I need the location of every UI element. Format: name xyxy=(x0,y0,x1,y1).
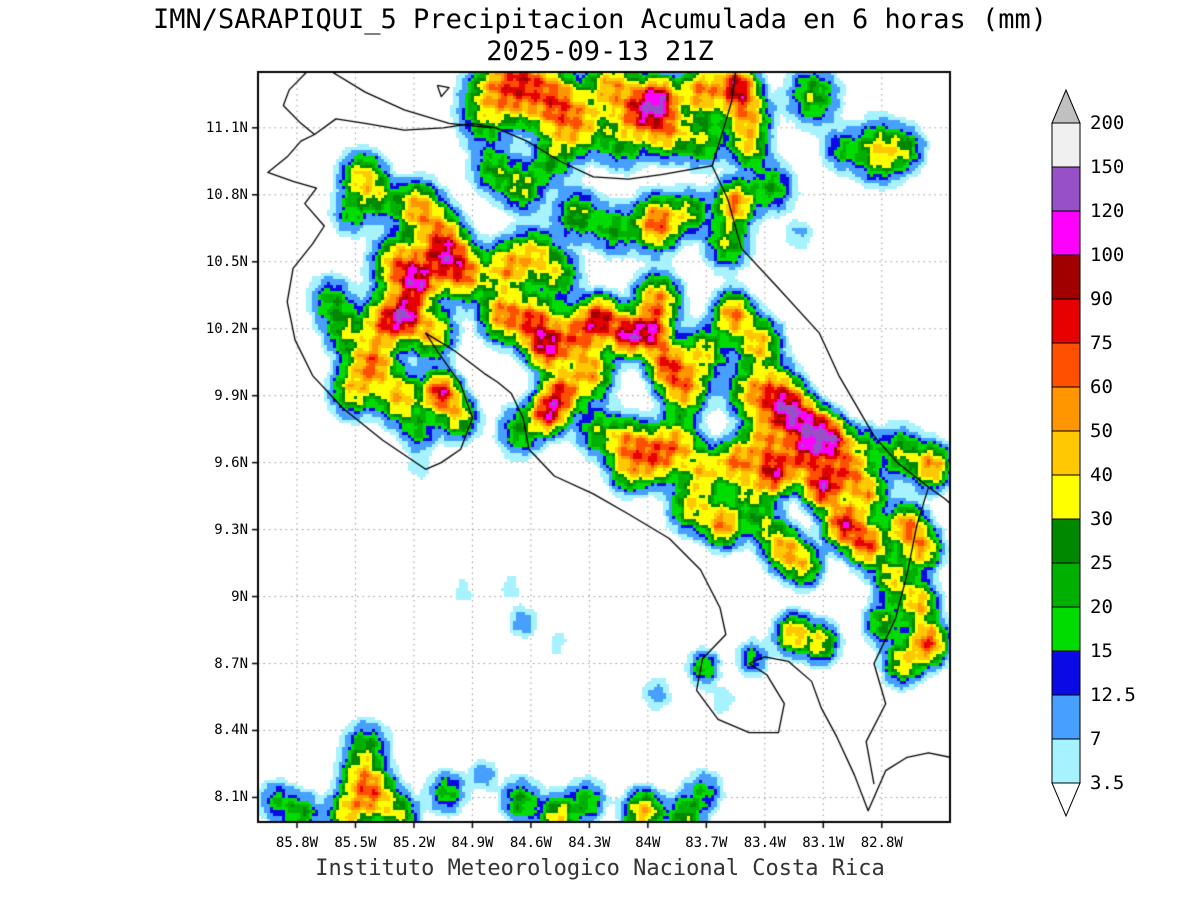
colorbar-over-arrow xyxy=(1051,88,1081,124)
colorbar-segment xyxy=(1051,694,1081,740)
lon-tick-label: 83.1W xyxy=(802,835,845,851)
colorbar-tick-label: 150 xyxy=(1090,156,1124,178)
lon-tick-label: 83.4W xyxy=(743,835,786,851)
lon-tick-label: 84.9W xyxy=(451,835,494,851)
lon-tick-label: 84.3W xyxy=(568,835,611,851)
lon-tick-label: 85.8W xyxy=(275,835,319,851)
colorbar-segment xyxy=(1051,122,1081,168)
lon-tick-label: 83.7W xyxy=(685,835,728,851)
page-subtitle: 2025-09-13 21Z xyxy=(486,36,714,67)
colorbar-segment xyxy=(1051,210,1081,256)
lon-tick-label: 84W xyxy=(635,835,661,851)
colorbar-segment xyxy=(1051,738,1081,784)
precip-map-canvas xyxy=(248,62,960,832)
colorbar-tick-label: 20 xyxy=(1090,596,1113,618)
colorbar-tick-label: 7 xyxy=(1090,728,1101,750)
lat-tick-label: 8.4N xyxy=(214,722,248,739)
lon-tick-label: 82.8W xyxy=(860,835,903,851)
lat-tick-label: 10.2N xyxy=(205,320,248,337)
lon-tick-label: 84.6W xyxy=(509,835,552,851)
lon-tick-label: 85.2W xyxy=(392,835,436,851)
colorbar-segment xyxy=(1051,474,1081,520)
colorbar-tick-label: 12.5 xyxy=(1090,684,1136,706)
colorbar-tick-label: 30 xyxy=(1090,508,1113,530)
lon-tick-label: 85.5W xyxy=(334,835,377,851)
lat-tick-label: 11.1N xyxy=(205,119,248,136)
lat-tick-label: 9N xyxy=(231,588,248,605)
colorbar-segment xyxy=(1051,254,1081,300)
colorbar-under-arrow xyxy=(1051,782,1081,818)
colorbar-tick-label: 15 xyxy=(1090,640,1113,662)
colorbar-segment xyxy=(1051,342,1081,388)
colorbar-segment xyxy=(1051,518,1081,564)
lat-tick-label: 9.6N xyxy=(214,454,248,471)
lat-tick-label: 9.3N xyxy=(214,521,248,538)
colorbar-tick-label: 120 xyxy=(1090,200,1124,222)
colorbar-tick-label: 50 xyxy=(1090,420,1113,442)
colorbar-segment xyxy=(1051,606,1081,652)
colorbar-segment xyxy=(1051,166,1081,212)
colorbar-segment xyxy=(1051,562,1081,608)
colorbar-tick-label: 25 xyxy=(1090,552,1113,574)
lat-tick-label: 8.7N xyxy=(214,655,248,672)
colorbar-tick-label: 75 xyxy=(1090,332,1113,354)
colorbar-segment xyxy=(1051,650,1081,696)
lat-tick-label: 8.1N xyxy=(214,789,248,806)
lat-tick-label: 10.5N xyxy=(205,253,248,270)
page-title: IMN/SARAPIQUI_5 Precipitacion Acumulada … xyxy=(152,4,1048,35)
colorbar-tick-label: 90 xyxy=(1090,288,1113,310)
colorbar-segment xyxy=(1051,298,1081,344)
colorbar-legend: 200 150 120 100 90 75 60 50 40 30 25 20 15 12.5 7 3.5 xyxy=(1051,88,1136,818)
colorbar-tick-label: 60 xyxy=(1090,376,1113,398)
colorbar-segment xyxy=(1051,430,1081,476)
colorbar-tick-label: 3.5 xyxy=(1090,772,1124,794)
colorbar-tick-label: 40 xyxy=(1090,464,1113,486)
colorbar-tick-label: 100 xyxy=(1090,244,1124,266)
lat-tick-label: 10.8N xyxy=(205,186,248,203)
colorbar-segment xyxy=(1051,386,1081,432)
footer-credit: Instituto Meteorologico Nacional Costa R… xyxy=(315,856,885,881)
colorbar-tick-label: 200 xyxy=(1090,112,1124,134)
lat-tick-label: 9.9N xyxy=(214,387,248,404)
